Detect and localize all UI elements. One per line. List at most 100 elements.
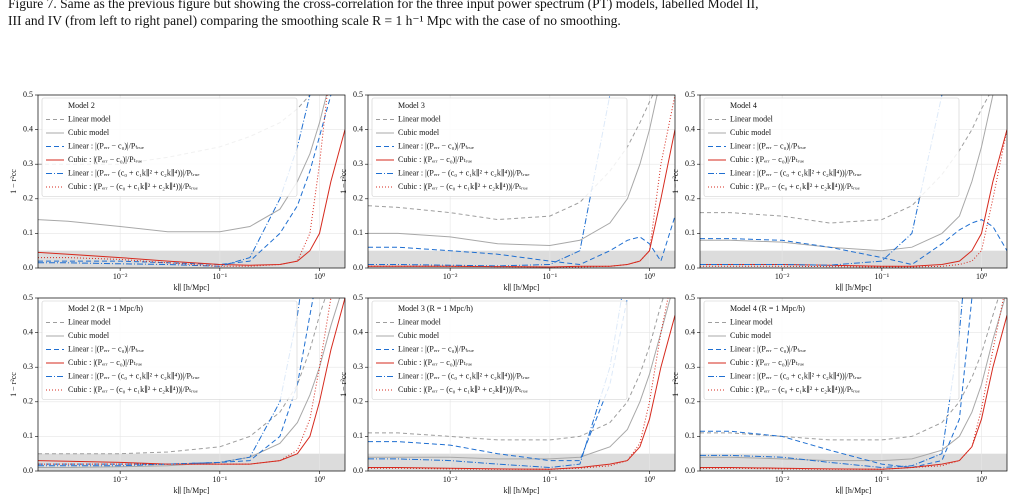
data-line	[38, 95, 332, 266]
y-tick-label: 0.5	[685, 293, 695, 302]
legend-label: Cubic : |(Pₑᵣᵣ − c₀)|/Pₜᵣᵤₑ	[398, 155, 472, 164]
data-line	[700, 95, 990, 224]
x-tick-label: 10⁰	[976, 272, 987, 281]
legend-title: Model 2 (R = 1 Mpc/h)	[68, 304, 143, 313]
data-line	[38, 95, 328, 233]
x-axis-label: k∥ [h/Mpc]	[174, 486, 210, 495]
panel: 0.0 0.1 0.2 0.3 0.4 0.5 10⁻² 10⁻¹ 10⁰ k∥ [h/Mpc] 1…	[339, 293, 676, 495]
x-tick-label: 10⁻²	[113, 475, 128, 484]
x-axis-label: k∥ [h/Mpc]	[504, 283, 540, 292]
y-tick-label: 0.2	[353, 194, 363, 203]
x-tick-label: 10⁻¹	[875, 475, 890, 484]
data-line	[368, 298, 628, 462]
y-tick-label: 0.4	[353, 327, 363, 336]
x-tick-label: 10⁻²	[775, 475, 790, 484]
y-axis-label: 1 − r²cc	[9, 169, 18, 194]
legend-label: Cubic : |(Pₑᵣᵣ − (c₀ + c₁k∥² + c₂k∥⁴))|/…	[730, 182, 860, 191]
y-axis-label: 1 − r²cc	[671, 372, 680, 397]
y-tick-label: 0.1	[23, 228, 33, 237]
data-line	[38, 298, 345, 465]
shaded-band	[700, 250, 1007, 268]
data-line	[368, 129, 675, 268]
y-axis-label: 1 − r²cc	[339, 372, 348, 397]
panel: 0.0 0.1 0.2 0.3 0.4 0.5 10⁻² 10⁻¹ 10⁰ k∥ [h/Mpc] 1…	[671, 90, 1008, 292]
y-axis-label: 1 − r²cc	[339, 169, 348, 194]
legend-title: Model 4	[730, 101, 757, 110]
x-tick-label: 10⁻¹	[543, 272, 558, 281]
legend-title: Model 2	[68, 101, 95, 110]
legend-label: Cubic model	[730, 331, 772, 340]
legend-label: Cubic model	[68, 331, 110, 340]
y-tick-label: 0.1	[23, 431, 33, 440]
data-line	[368, 95, 654, 221]
x-tick-label: 10⁰	[644, 475, 655, 484]
x-tick-label: 10⁻¹	[213, 475, 228, 484]
panel: 0.0 0.1 0.2 0.3 0.4 0.5 10⁻² 10⁻¹ 10⁰ k∥ [h/Mpc] 1…	[9, 293, 346, 495]
legend-label: Cubic model	[730, 128, 772, 137]
legend-label: Cubic : |(Pₑᵣᵣ − c₀)|/Pₜᵣᵤₑ	[68, 358, 142, 367]
plot-frame	[37, 297, 346, 472]
legend-label: Cubic model	[68, 128, 110, 137]
y-tick-label: 0.1	[685, 431, 695, 440]
legend-label: Linear : |(Pₑᵣᵣ − c₀)|/Pₜᵣᵤₑ	[730, 344, 806, 353]
y-tick-label: 0.5	[23, 293, 33, 302]
x-tick-label: 10⁰	[644, 272, 655, 281]
panel: 0.0 0.1 0.2 0.3 0.4 0.5 10⁻² 10⁻¹ 10⁰ k∥ [h/Mpc] 1…	[9, 90, 346, 292]
y-tick-label: 0.4	[353, 124, 363, 133]
legend-label: Cubic model	[398, 331, 440, 340]
legend-label: Linear model	[730, 317, 774, 326]
x-tick-label: 10⁻¹	[543, 475, 558, 484]
x-axis-label: k∥ [h/Mpc]	[836, 283, 872, 292]
y-tick-label: 0.5	[685, 90, 695, 99]
y-tick-label: 0.4	[23, 327, 33, 336]
x-tick-label: 10⁰	[976, 475, 987, 484]
caption-line: Figure 7. Same as the previous figure bu…	[8, 0, 759, 11]
x-tick-label: 10⁻²	[113, 272, 128, 281]
plot-frame	[367, 297, 676, 472]
y-tick-label: 0.3	[23, 362, 33, 371]
legend-label: Linear : |(Pₑᵣᵣ − (c₀ + c₁k∥² + c₂k∥⁴))|…	[398, 371, 529, 380]
data-line	[368, 315, 675, 470]
y-tick-label: 0.5	[23, 90, 33, 99]
legend-label: Cubic : |(Pₑᵣᵣ − c₀)|/Pₜᵣᵤₑ	[730, 358, 804, 367]
legend-title: Model 3 (R = 1 Mpc/h)	[398, 304, 473, 313]
legend-box	[41, 300, 298, 400]
legend-label: Cubic : |(Pₑᵣᵣ − (c₀ + c₁k∥² + c₂k∥⁴))|/…	[730, 385, 860, 394]
legend-label: Linear : |(Pₑᵣᵣ − c₀)|/Pₜᵣᵤₑ	[398, 141, 474, 150]
y-tick-label: 0.0	[353, 263, 363, 272]
y-tick-label: 0.2	[353, 397, 363, 406]
legend-label: Cubic : |(Pₑᵣᵣ − c₀)|/Pₜᵣᵤₑ	[398, 358, 472, 367]
data-line	[700, 298, 964, 469]
y-tick-label: 0.0	[685, 263, 695, 272]
data-line	[38, 298, 326, 455]
legend-label: Linear model	[398, 114, 442, 123]
data-line	[368, 298, 671, 460]
data-line	[368, 215, 675, 266]
data-line	[700, 298, 973, 469]
legend-box	[371, 300, 628, 400]
data-line	[38, 298, 332, 465]
x-tick-label: 10⁰	[314, 475, 325, 484]
legend-label: Cubic : |(Pₑᵣᵣ − (c₀ + c₁k∥² + c₂k∥⁴))|/…	[68, 182, 198, 191]
legend-label: Linear model	[398, 317, 442, 326]
panel: 0.0 0.1 0.2 0.3 0.4 0.5 10⁻² 10⁻¹ 10⁰ k∥ [h/Mpc] 1…	[339, 90, 676, 292]
legend-box	[703, 300, 960, 400]
panel: 0.0 0.1 0.2 0.3 0.4 0.5 10⁻² 10⁻¹ 10⁰ k∥ [h/Mpc] 1…	[671, 293, 1008, 495]
x-tick-label: 10⁻²	[443, 475, 458, 484]
data-line	[38, 298, 301, 467]
y-tick-label: 0.5	[353, 90, 363, 99]
y-axis-label: 1 − r²cc	[9, 372, 18, 397]
legend-box	[41, 97, 298, 197]
x-tick-label: 10⁻²	[775, 272, 790, 281]
data-line	[700, 298, 1006, 462]
y-tick-label: 0.0	[685, 466, 695, 475]
series-group	[700, 95, 1007, 268]
plot-frame	[699, 297, 1008, 472]
legend-label: Linear : |(Pₑᵣᵣ − (c₀ + c₁k∥² + c₂k∥⁴))|…	[398, 168, 529, 177]
y-tick-label: 0.3	[353, 159, 363, 168]
x-tick-label: 10⁻¹	[213, 272, 228, 281]
x-tick-label: 10⁰	[314, 272, 325, 281]
plot-frame	[699, 94, 1008, 269]
y-tick-label: 0.2	[685, 194, 695, 203]
